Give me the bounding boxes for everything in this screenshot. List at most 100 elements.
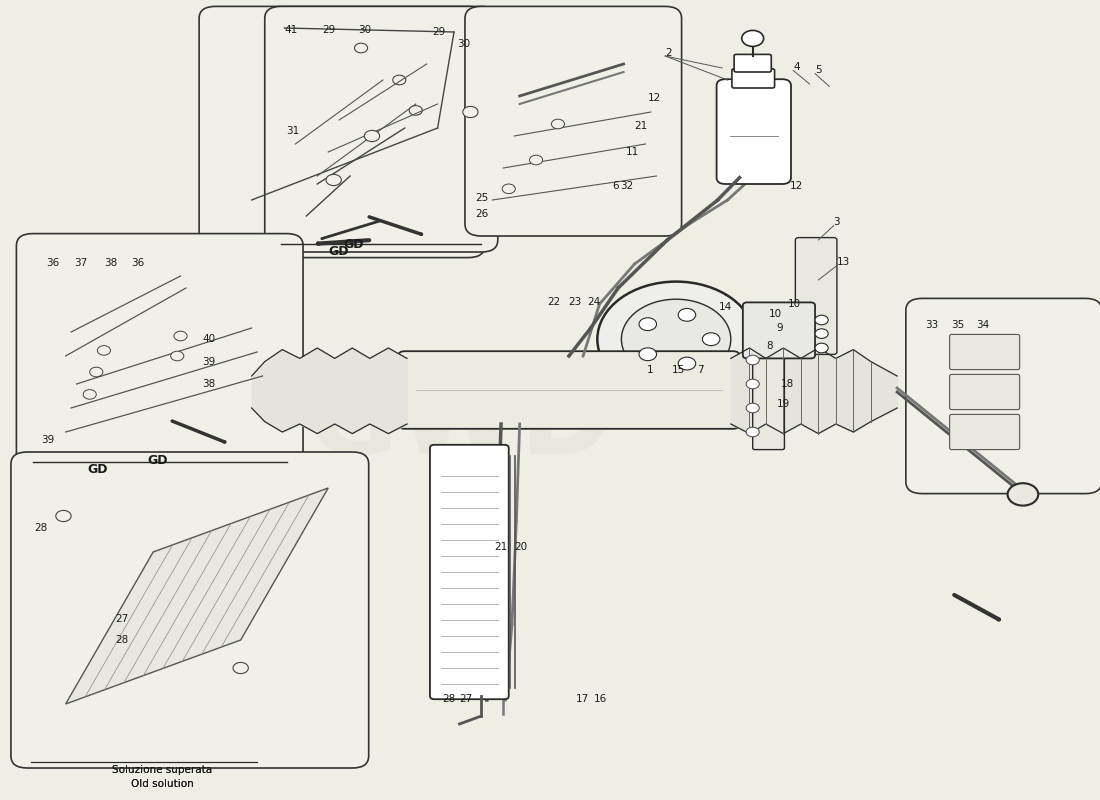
Text: 30: 30 [358, 25, 371, 34]
FancyBboxPatch shape [949, 334, 1020, 370]
Text: Soluzione superata: Soluzione superata [112, 765, 212, 774]
FancyBboxPatch shape [732, 69, 774, 88]
Text: Old solution: Old solution [131, 779, 194, 789]
FancyBboxPatch shape [16, 234, 302, 470]
Text: 1: 1 [647, 365, 653, 374]
Text: 28: 28 [114, 635, 128, 645]
Circle shape [98, 346, 110, 355]
Circle shape [84, 390, 97, 399]
Text: 4: 4 [793, 62, 800, 72]
Text: 36: 36 [131, 258, 144, 268]
Circle shape [679, 309, 695, 322]
Circle shape [170, 351, 184, 361]
Text: 29: 29 [322, 25, 335, 34]
Circle shape [463, 106, 478, 118]
FancyBboxPatch shape [11, 452, 368, 768]
Text: 40: 40 [202, 334, 216, 344]
Circle shape [703, 333, 719, 346]
FancyBboxPatch shape [199, 6, 485, 258]
Text: 24: 24 [587, 298, 601, 307]
Text: 34: 34 [976, 320, 989, 330]
Text: 37: 37 [75, 258, 88, 268]
Text: 12: 12 [648, 94, 661, 103]
Text: 29: 29 [432, 27, 446, 37]
FancyBboxPatch shape [949, 374, 1020, 410]
Circle shape [741, 30, 763, 46]
Circle shape [746, 355, 759, 365]
Circle shape [503, 184, 515, 194]
Text: 21: 21 [635, 121, 648, 130]
Text: Soluzione superata: Soluzione superata [112, 765, 212, 774]
Circle shape [409, 106, 422, 115]
Text: 28: 28 [34, 523, 47, 533]
Text: 22: 22 [547, 298, 560, 307]
Text: GD: GD [343, 238, 364, 250]
Text: 15: 15 [672, 365, 685, 374]
Circle shape [639, 318, 657, 330]
Circle shape [746, 403, 759, 413]
FancyBboxPatch shape [716, 79, 791, 184]
Text: 27: 27 [114, 614, 128, 624]
Text: Old solution: Old solution [131, 779, 194, 789]
Circle shape [326, 174, 341, 186]
Text: 28: 28 [442, 694, 455, 704]
Circle shape [597, 282, 755, 397]
Text: 36: 36 [46, 258, 59, 268]
Text: 16: 16 [594, 694, 607, 704]
Text: 17: 17 [575, 694, 589, 704]
Text: 5: 5 [815, 66, 822, 75]
Circle shape [364, 130, 380, 142]
Text: GD: GD [328, 245, 349, 258]
Circle shape [815, 315, 828, 325]
Text: GD: GD [88, 463, 108, 476]
Circle shape [551, 119, 564, 129]
Text: 19: 19 [777, 399, 790, 409]
Circle shape [174, 331, 187, 341]
Circle shape [90, 367, 102, 377]
Text: 38: 38 [103, 258, 118, 268]
Circle shape [639, 348, 657, 361]
Text: 25: 25 [475, 193, 488, 202]
Circle shape [621, 299, 730, 379]
Text: 27: 27 [460, 694, 473, 704]
Text: 2: 2 [666, 48, 672, 58]
Text: 3: 3 [834, 218, 840, 227]
Text: 6: 6 [613, 181, 619, 190]
Text: 30: 30 [458, 39, 471, 49]
Circle shape [354, 43, 367, 53]
Circle shape [56, 510, 72, 522]
Circle shape [746, 379, 759, 389]
Polygon shape [66, 488, 328, 704]
Circle shape [815, 343, 828, 353]
Circle shape [1008, 483, 1038, 506]
Text: 39: 39 [42, 435, 55, 445]
Text: 23: 23 [568, 298, 581, 307]
FancyBboxPatch shape [795, 238, 837, 354]
FancyBboxPatch shape [265, 6, 498, 252]
Circle shape [233, 662, 249, 674]
Text: 33: 33 [925, 320, 938, 330]
Text: 9: 9 [777, 323, 783, 333]
FancyBboxPatch shape [430, 445, 508, 699]
Text: 11: 11 [626, 147, 639, 157]
Circle shape [529, 155, 542, 165]
FancyBboxPatch shape [742, 302, 815, 358]
Text: 21: 21 [495, 542, 508, 552]
Text: 41: 41 [285, 25, 298, 34]
FancyBboxPatch shape [398, 351, 739, 429]
Text: 7: 7 [697, 365, 704, 374]
FancyBboxPatch shape [752, 342, 784, 450]
Text: 26: 26 [475, 209, 488, 218]
Text: 10: 10 [788, 299, 801, 309]
FancyBboxPatch shape [465, 6, 682, 236]
Text: 35: 35 [950, 320, 964, 330]
Text: 20: 20 [514, 542, 527, 552]
Circle shape [746, 427, 759, 437]
Text: 12: 12 [790, 181, 803, 190]
Text: 10: 10 [769, 309, 782, 318]
Text: 18: 18 [781, 379, 794, 389]
FancyBboxPatch shape [906, 298, 1100, 494]
Text: 14: 14 [718, 302, 732, 312]
Text: 8: 8 [766, 341, 772, 350]
Text: 38: 38 [202, 379, 216, 389]
